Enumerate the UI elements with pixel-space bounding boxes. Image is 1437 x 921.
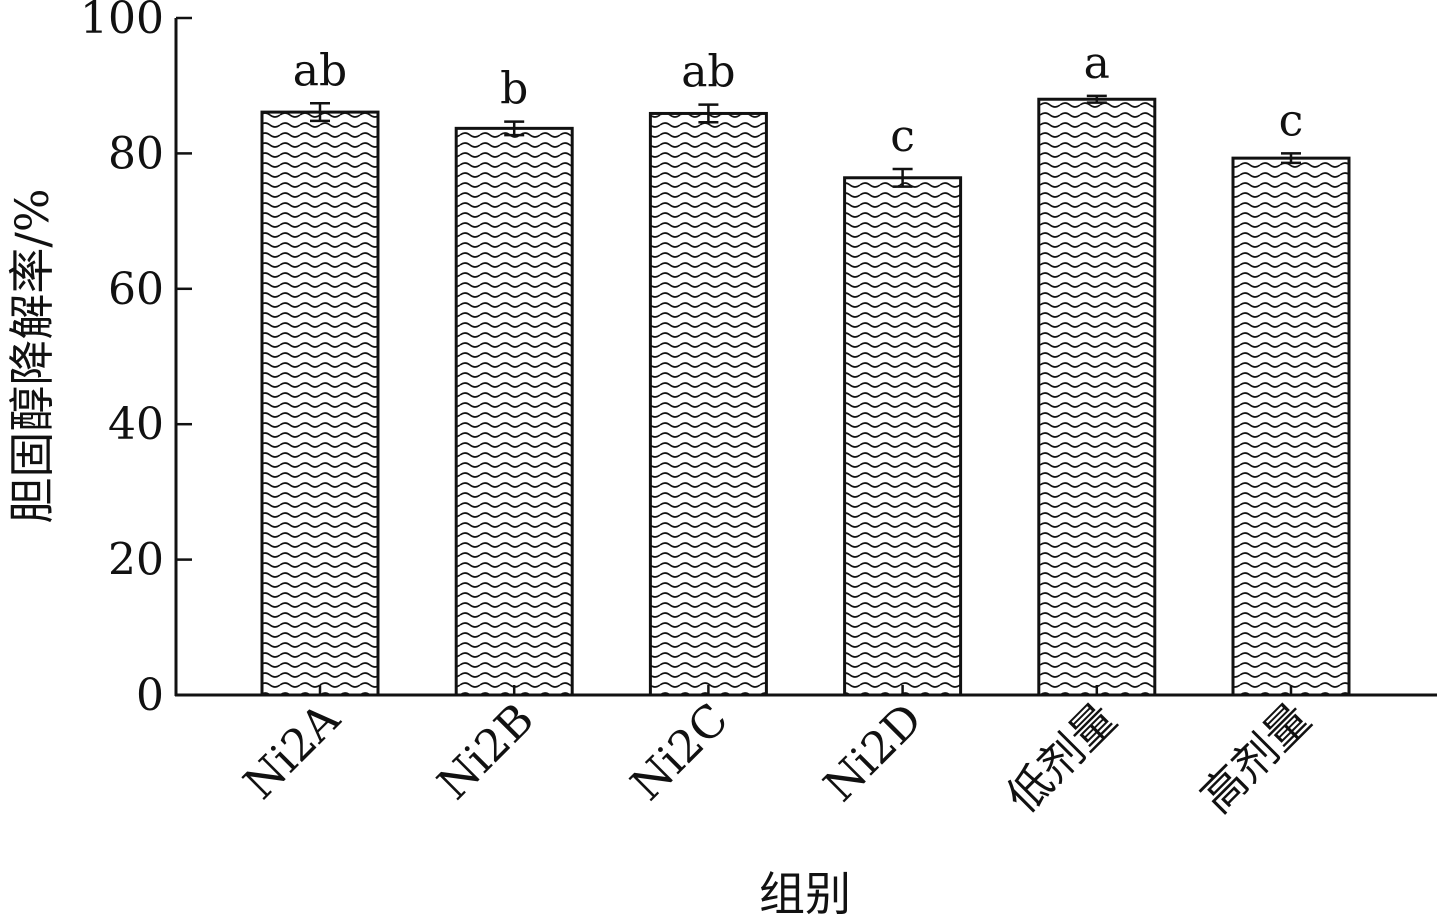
x-tick-label: 高剂量	[1191, 694, 1320, 823]
bar	[648, 111, 768, 697]
y-tick-label: 0	[136, 670, 164, 721]
y-tick-label: 40	[108, 399, 164, 450]
bar	[1037, 97, 1157, 697]
x-tick-label: Ni2A	[234, 693, 350, 809]
y-tick-label: 100	[80, 0, 164, 44]
significance-label: c	[1279, 95, 1304, 146]
y-tick-label: 80	[108, 128, 164, 179]
x-tick-label: Ni2C	[621, 694, 738, 811]
significance-label: b	[500, 64, 528, 115]
bar	[1231, 156, 1351, 697]
significance-label: ab	[681, 47, 735, 98]
x-axis-title: 组别	[759, 867, 851, 921]
significance-label: ab	[293, 45, 347, 96]
bar	[454, 126, 574, 697]
y-tick-label: 20	[108, 535, 164, 586]
x-tick-label: 低剂量	[997, 694, 1126, 823]
bar	[843, 176, 963, 697]
bar	[260, 110, 380, 697]
x-tick-label: Ni2B	[428, 694, 544, 810]
significance-label: c	[890, 111, 915, 162]
plot-area: 0 20 40 60 80 100 ab Ni2A b Ni2B ab Ni2C c Ni2D a 低剂量 c 高…	[80, 0, 1437, 823]
y-axis-title: 胆固醇降解率/%	[5, 188, 59, 523]
significance-label: a	[1084, 38, 1110, 89]
x-tick-label: Ni2D	[814, 694, 932, 812]
y-tick-label: 60	[108, 264, 164, 315]
